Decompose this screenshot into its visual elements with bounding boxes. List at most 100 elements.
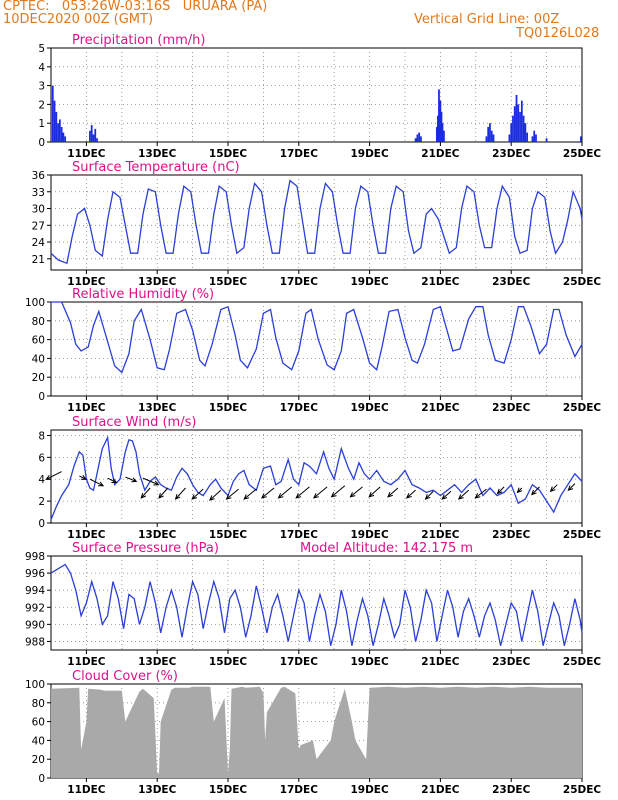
panel-title: Surface Pressure (hPa) xyxy=(72,541,219,556)
precip-bar xyxy=(58,119,61,142)
y-tick-label: 6 xyxy=(38,452,45,464)
x-tick-label: 19DEC xyxy=(350,402,389,414)
wind-arrow xyxy=(125,476,137,482)
wind-arrow-head xyxy=(191,494,198,500)
x-tick-label: 25DEC xyxy=(563,656,602,668)
x-tick-label: 17DEC xyxy=(280,148,319,160)
y-tick-label: 0 xyxy=(38,773,45,785)
wind-arrow-head xyxy=(424,494,431,500)
wind-arrow-head xyxy=(140,492,147,499)
precip-bar xyxy=(515,95,518,142)
wind-arrow xyxy=(425,490,434,500)
wind-arrow-head xyxy=(474,493,481,499)
wind-arrow xyxy=(261,487,275,499)
header-model-id: TQ0126L028 xyxy=(516,26,600,41)
y-tick-label: 21 xyxy=(32,254,45,266)
wind-arrow-head xyxy=(111,478,118,483)
y-tick-label: 0 xyxy=(38,137,45,149)
wind-arrow-head xyxy=(80,474,87,480)
wind-arrow xyxy=(107,477,117,483)
wind-arrow-head xyxy=(441,494,448,500)
x-tick-label: 19DEC xyxy=(350,784,389,796)
x-tick-label: 11DEC xyxy=(67,276,106,288)
wind-arrow xyxy=(158,487,169,499)
x-tick-label: 11DEC xyxy=(67,529,106,541)
model-altitude-label: Model Altitude: 142.175 m xyxy=(300,541,473,556)
header-run-time: 10DEC2020 00Z (GMT) xyxy=(3,12,154,27)
precip-bar xyxy=(437,115,439,142)
precip-bar xyxy=(531,136,534,142)
precip-bar xyxy=(55,111,58,142)
panel-1 xyxy=(47,47,583,146)
panel-title: Precipitation (mm/h) xyxy=(72,33,205,48)
precip-bar xyxy=(580,136,582,142)
wind-arrow-head xyxy=(277,493,284,499)
y-tick-label: 994 xyxy=(25,585,45,597)
x-tick-label: 13DEC xyxy=(138,656,177,668)
header-grid-line-note: Vertical Grid Line: 00Z xyxy=(414,12,560,27)
wind-arrow xyxy=(295,486,310,499)
header-location: CPTEC: 053:26W-03:16S URUARA (PA) xyxy=(3,0,268,14)
wind-arrow-head xyxy=(243,494,250,500)
x-tick-label: 19DEC xyxy=(350,656,389,668)
wind-arrow xyxy=(458,489,470,500)
x-tick-label: 17DEC xyxy=(280,656,319,668)
y-tick-label: 0 xyxy=(38,391,45,403)
x-tick-label: 11DEC xyxy=(67,402,106,414)
wind-arrow xyxy=(243,488,257,500)
x-tick-label: 11DEC xyxy=(67,656,106,668)
x-tick-label: 23DEC xyxy=(492,784,531,796)
y-tick-label: 998 xyxy=(25,551,45,563)
precip-bar xyxy=(420,136,422,142)
wind-arrow-head xyxy=(153,480,160,486)
precip-bar xyxy=(487,126,490,142)
precip-bar xyxy=(489,123,491,142)
wind-arrow xyxy=(531,486,540,495)
x-tick-label: 13DEC xyxy=(138,402,177,414)
precip-bar xyxy=(90,125,93,142)
panel-title: Cloud Cover (%) xyxy=(72,669,178,684)
wind-arrow xyxy=(350,486,363,498)
y-tick-label: 4 xyxy=(38,62,45,74)
wind-arrow xyxy=(313,486,328,499)
panel-frame xyxy=(50,429,583,524)
precip-bar xyxy=(440,111,443,142)
wind-arrow-head xyxy=(549,486,556,493)
precip-bar xyxy=(510,123,513,142)
wind-arrow xyxy=(278,486,293,499)
x-tick-label: 15DEC xyxy=(209,656,248,668)
series-line xyxy=(50,435,583,520)
wind-arrow xyxy=(191,488,204,500)
wind-arrow xyxy=(331,485,346,498)
wind-arrow xyxy=(140,487,151,499)
y-tick-label: 996 xyxy=(25,568,45,580)
x-tick-label: 19DEC xyxy=(350,529,389,541)
precip-bar xyxy=(512,115,514,142)
wind-arrow xyxy=(497,486,505,494)
precip-bar xyxy=(51,85,54,142)
precip-bar xyxy=(490,130,493,142)
x-tick-label: 21DEC xyxy=(421,784,460,796)
wind-arrow xyxy=(441,490,452,500)
wind-arrow xyxy=(368,486,381,498)
precip-bar xyxy=(60,126,63,142)
series-line xyxy=(50,179,583,265)
cloud-cover-area xyxy=(51,686,582,778)
wind-arrow xyxy=(79,475,87,480)
x-tick-label: 21DEC xyxy=(421,148,460,160)
precip-bar xyxy=(439,100,442,142)
y-tick-label: 60 xyxy=(32,335,45,347)
wind-arrow-head xyxy=(158,492,164,499)
wind-arrow-head xyxy=(174,494,181,500)
precip-bar xyxy=(443,130,445,142)
wind-arrow xyxy=(406,489,416,499)
y-tick-label: 100 xyxy=(25,679,45,691)
precip-bar xyxy=(435,126,438,142)
x-tick-label: 15DEC xyxy=(209,402,248,414)
wind-arrow xyxy=(387,487,399,498)
y-tick-label: 80 xyxy=(32,316,45,328)
precip-bar xyxy=(438,89,440,142)
wind-arrow-head xyxy=(567,485,574,492)
x-tick-label: 13DEC xyxy=(138,784,177,796)
